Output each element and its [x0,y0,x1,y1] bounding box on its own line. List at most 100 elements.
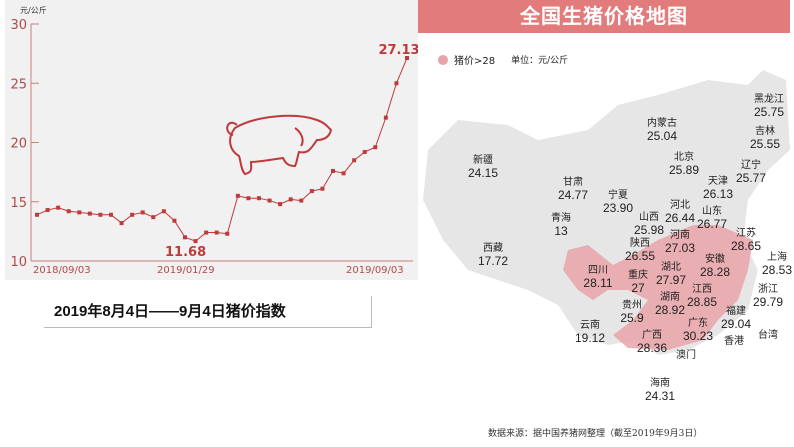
data-point [204,230,209,235]
province-label: 陕西 26.55 [625,238,655,263]
data-point [140,210,145,215]
map-title: 全国生猪价格地图 [418,0,790,33]
province-label: 山西 25.98 [634,212,664,237]
province-name: 天津 [708,176,728,187]
province-name: 云南 [580,320,600,331]
province-name: 河北 [670,200,690,211]
province-name: 贵州 [621,300,642,311]
data-point [130,212,135,217]
province-price: 30.23 [682,329,714,343]
province-price: 25.04 [646,129,678,143]
province-price: 25.55 [749,137,781,151]
province-name: 宁夏 [608,190,628,201]
province-name: 台湾 [758,330,778,341]
province-price: 28.85 [686,295,718,309]
data-point [98,212,103,217]
data-point [183,235,187,240]
data-point [257,196,261,201]
province-label: 湖南 28.92 [655,292,685,317]
legend-swatch [438,54,448,65]
y-tick-label: 10 [10,255,27,270]
province-label: 江西 28.85 [687,284,717,309]
province-label: 北京 25.89 [669,152,699,177]
province-label: 海南 24.31 [645,378,675,403]
pig-illustration [226,114,333,176]
data-point [331,168,335,173]
province-price: 28.36 [636,341,668,355]
province-price: 24.31 [644,389,676,403]
province-price: 29.79 [752,295,784,309]
data-point [77,210,82,215]
province-name: 湖南 [660,292,680,303]
province-price: 23.90 [602,201,634,215]
x-tick-label: 2019/09/03 [346,265,404,276]
province-price: 24.77 [557,188,589,202]
data-point [267,198,272,203]
province-name: 山东 [702,206,722,217]
province-name: 青海 [551,213,571,224]
province-name: 辽宁 [741,160,761,171]
data-point [383,115,388,120]
province-name: 江西 [692,284,712,295]
province-label: 吉林 25.55 [750,126,780,151]
x-tick-label: 2019/01/29 [157,265,215,276]
data-point [352,158,357,163]
province-label: 辽宁 25.77 [736,160,766,185]
y-tick-label: 15 [10,196,27,211]
province-name: 澳门 [676,350,696,361]
data-point [66,209,71,214]
province-label: 新疆 24.15 [468,155,498,180]
province-name: 陕西 [630,238,650,249]
province-label: 贵州 25.9 [620,300,643,325]
data-point [235,193,240,198]
province-price: 25.98 [633,223,665,237]
province-name: 湖北 [661,262,681,273]
province-price: 25.9 [620,311,644,325]
data-point [362,149,367,154]
data-point [320,186,325,191]
province-name: 香港 [724,336,744,347]
data-point [151,215,156,220]
province-name: 安徽 [705,254,725,265]
data-label: 11.68 [165,245,206,260]
legend-label: 猪价>28 [454,56,496,67]
data-point [87,211,92,216]
data-point [278,202,283,207]
province-name: 山西 [639,212,659,223]
province-label: 河北 26.44 [665,200,695,225]
unit-label: 单位：元/公斤 [511,56,569,66]
province-price: 27.97 [655,273,687,287]
province-name: 江苏 [736,228,756,239]
province-label: 上海 28.53 [762,252,792,277]
province-price: 25.89 [668,163,700,177]
province-price: 29.04 [720,317,752,331]
province-name: 四川 [587,265,608,276]
data-point [172,218,177,223]
data-point [394,81,399,86]
data-point [225,231,230,236]
province-price: 28.92 [654,303,686,317]
y-tick-label: 25 [10,77,27,92]
province-label: 台湾 [758,330,778,342]
province-price: 28.53 [761,263,793,277]
china-map [423,70,790,355]
province-name: 内蒙古 [647,118,677,129]
data-point [214,230,219,235]
data-point [109,212,113,217]
province-name: 海南 [650,378,670,389]
province-label: 安徽 28.28 [700,254,730,279]
province-name: 福建 [726,306,746,317]
price-map-panel: 全国生猪价格地图 猪价>28 单位：元/公斤 黑龙江 25.75 内蒙古 25.04 吉… [418,0,794,447]
province-price: 28.11 [583,276,613,290]
province-label: 河南 27.03 [665,230,695,255]
province-label: 青海 13 [551,213,571,238]
province-label: 浙江 29.79 [753,284,783,309]
province-label: 黑龙江 25.75 [754,94,784,119]
data-point [373,145,378,150]
province-name: 重庆 [628,270,648,281]
province-price: 26.77 [696,217,728,231]
map-legend: 猪价>28 单位：元/公斤 [438,52,568,67]
chart-caption: 2019年8月4日——9月4日猪价指数 [44,296,372,328]
province-label: 天津 26.13 [703,176,733,201]
province-price: 27 [631,281,645,295]
